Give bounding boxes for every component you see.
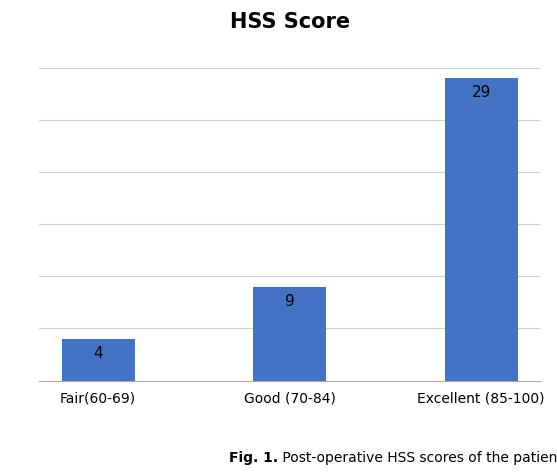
- Bar: [253, 287, 326, 381]
- Text: 4: 4: [94, 346, 103, 360]
- Text: 9: 9: [285, 293, 295, 308]
- Text: Post-operative HSS scores of the patients: Post-operative HSS scores of the patient…: [278, 450, 557, 464]
- Text: 29: 29: [471, 85, 491, 100]
- Bar: [444, 79, 517, 381]
- Text: Fig. 1.: Fig. 1.: [229, 450, 278, 464]
- Title: HSS Score: HSS Score: [229, 12, 350, 32]
- Bar: [62, 339, 135, 381]
